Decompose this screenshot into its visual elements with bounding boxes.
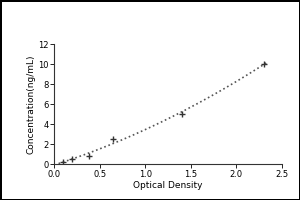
Y-axis label: Concentration(ng/mL): Concentration(ng/mL) [26, 54, 35, 154]
X-axis label: Optical Density: Optical Density [133, 181, 203, 190]
